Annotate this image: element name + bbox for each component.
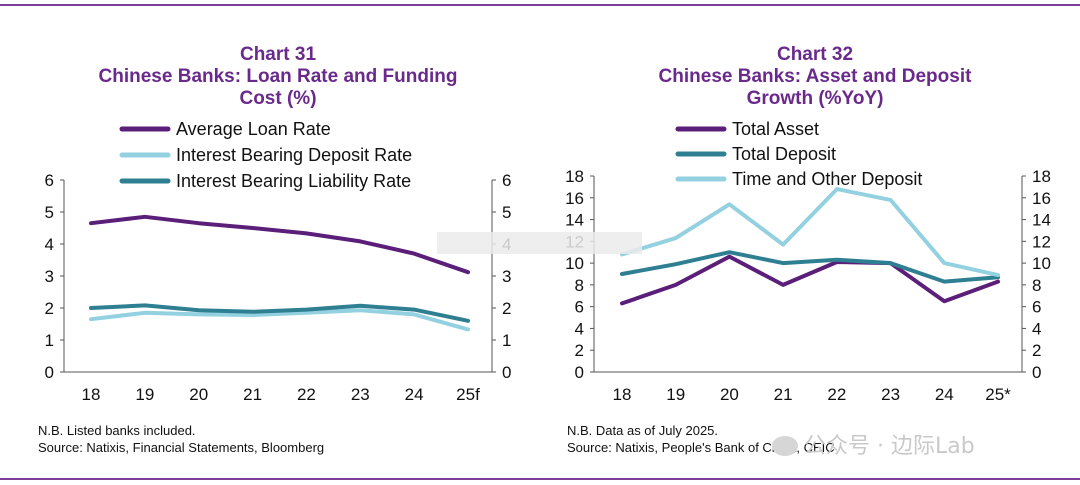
chart32-ytick-label-right: 6 xyxy=(1032,298,1041,317)
chart31-ytick-label-left: 4 xyxy=(45,235,54,254)
watermark: 公众号 · 边际Lab xyxy=(772,428,975,460)
chart32-title: Chart 32 Chinese Banks: Asset and Deposi… xyxy=(575,44,1055,110)
top-rule xyxy=(0,4,1080,6)
watermark-text: 公众号 · 边际Lab xyxy=(804,434,975,459)
chart32-ytick-label-right: 10 xyxy=(1032,254,1051,273)
chart32-ytick-label-left: 8 xyxy=(575,276,584,295)
chart31-xtick-label: 24 xyxy=(405,385,424,404)
chart32-legend-label-2: Time and Other Deposit xyxy=(732,169,922,189)
chart31-title-line1: Chinese Banks: Loan Rate and Funding xyxy=(98,66,458,87)
chart32-xtick-label: 25* xyxy=(985,385,1011,404)
chart31-ytick-label-right: 0 xyxy=(502,363,511,382)
chart32-ytick-label-left: 16 xyxy=(565,189,584,208)
chart32-title-line2: Growth (%YoY) xyxy=(746,88,884,109)
chart31-xtick-label: 22 xyxy=(297,385,316,404)
chart32-ytick-label-right: 14 xyxy=(1032,211,1051,230)
chart31-ytick-label-right: 6 xyxy=(502,171,511,190)
chart31-ytick-label-right: 1 xyxy=(502,331,511,350)
chart32-ytick-label-right: 18 xyxy=(1032,167,1051,186)
chart32-xtick-label: 20 xyxy=(720,385,739,404)
chart31-ytick-label-left: 6 xyxy=(45,171,54,190)
chart32-legend-label-1: Total Deposit xyxy=(732,144,836,164)
chart31-ytick-label-left: 5 xyxy=(45,203,54,222)
chart31-note: N.B. Listed banks included. xyxy=(38,423,196,438)
chart32-ytick-label-left: 0 xyxy=(575,363,584,382)
chart31-series-line-0 xyxy=(89,214,470,275)
chart31-title-line2: Cost (%) xyxy=(239,88,317,109)
chart32-ytick-label-left: 6 xyxy=(575,298,584,317)
chart32-series-line-0 xyxy=(620,254,1000,306)
chart32-ytick-label-left: 4 xyxy=(575,319,584,338)
chart32-note: N.B. Data as of July 2025. xyxy=(567,423,719,438)
chart32-xtick-label: 18 xyxy=(613,385,632,404)
chart32-xtick-label: 24 xyxy=(935,385,954,404)
chart31-ytick-label-right: 2 xyxy=(502,299,511,318)
chart31-legend-label-1: Interest Bearing Deposit Rate xyxy=(176,145,412,165)
chart31-title: Chart 31 Chinese Banks: Loan Rate and Fu… xyxy=(38,44,518,110)
chart31-ytick-label-left: 1 xyxy=(45,331,54,350)
chart32-xtick-label: 21 xyxy=(774,385,793,404)
chart32-ytick-label-left: 14 xyxy=(565,211,584,230)
chart31-xtick-label: 20 xyxy=(189,385,208,404)
chart31-legend-label-0: Average Loan Rate xyxy=(176,119,331,139)
chart32-ytick-label-right: 0 xyxy=(1032,363,1041,382)
chart32-ytick-label-right: 12 xyxy=(1032,232,1051,251)
chart32-ytick-label-left: 18 xyxy=(565,167,584,186)
chart31-source: Source: Natixis, Financial Statements, B… xyxy=(38,440,325,455)
chart32-ytick-label-right: 4 xyxy=(1032,319,1041,338)
chart32-xtick-label: 19 xyxy=(666,385,685,404)
chart32-xtick-label: 23 xyxy=(881,385,900,404)
chart32-xtick-label: 22 xyxy=(827,385,846,404)
chart31-number: Chart 31 xyxy=(239,44,317,65)
chart31-series-line-2 xyxy=(89,303,470,323)
chart32-footnote: N.B. Data as of July 2025. Source: Natix… xyxy=(567,422,835,456)
chart32-number: Chart 32 xyxy=(776,44,854,65)
chart32-title-line1: Chinese Banks: Asset and Deposit xyxy=(658,66,972,87)
chart32-ytick-label-left: 2 xyxy=(575,341,584,360)
chart31-series-line-1 xyxy=(89,308,470,332)
chart32-ytick-label-left: 10 xyxy=(565,254,584,273)
chart32-source: Source: Natixis, People's Bank of China,… xyxy=(567,440,835,455)
chart31-ytick-label-left: 3 xyxy=(45,267,54,286)
chart32-series-line-1 xyxy=(620,250,1000,284)
chart31-xtick-label: 19 xyxy=(135,385,154,404)
chart31-xtick-label: 21 xyxy=(243,385,262,404)
chart31-legend-label-2: Interest Bearing Liability Rate xyxy=(176,171,411,191)
chart31-xtick-label: 18 xyxy=(82,385,101,404)
chart32-legend-label-0: Total Asset xyxy=(732,119,819,139)
chart32-ytick-label-right: 2 xyxy=(1032,341,1041,360)
chart32-ytick-label-right: 16 xyxy=(1032,189,1051,208)
chart31-footnote: N.B. Listed banks included. Source: Nati… xyxy=(38,422,324,456)
bottom-rule xyxy=(0,478,1080,480)
chart31-ytick-label-left: 2 xyxy=(45,299,54,318)
chart32-series-line-2 xyxy=(620,187,1000,278)
chart31-xtick-label: 25f xyxy=(456,385,480,404)
wechat-icon xyxy=(772,436,798,456)
chart31-ytick-label-right: 3 xyxy=(502,267,511,286)
chart31-ytick-label-left: 0 xyxy=(45,363,54,382)
chart31-ytick-label-right: 5 xyxy=(502,203,511,222)
blurred-overlay xyxy=(437,232,642,254)
chart31-xtick-label: 23 xyxy=(351,385,370,404)
chart32-ytick-label-right: 8 xyxy=(1032,276,1041,295)
